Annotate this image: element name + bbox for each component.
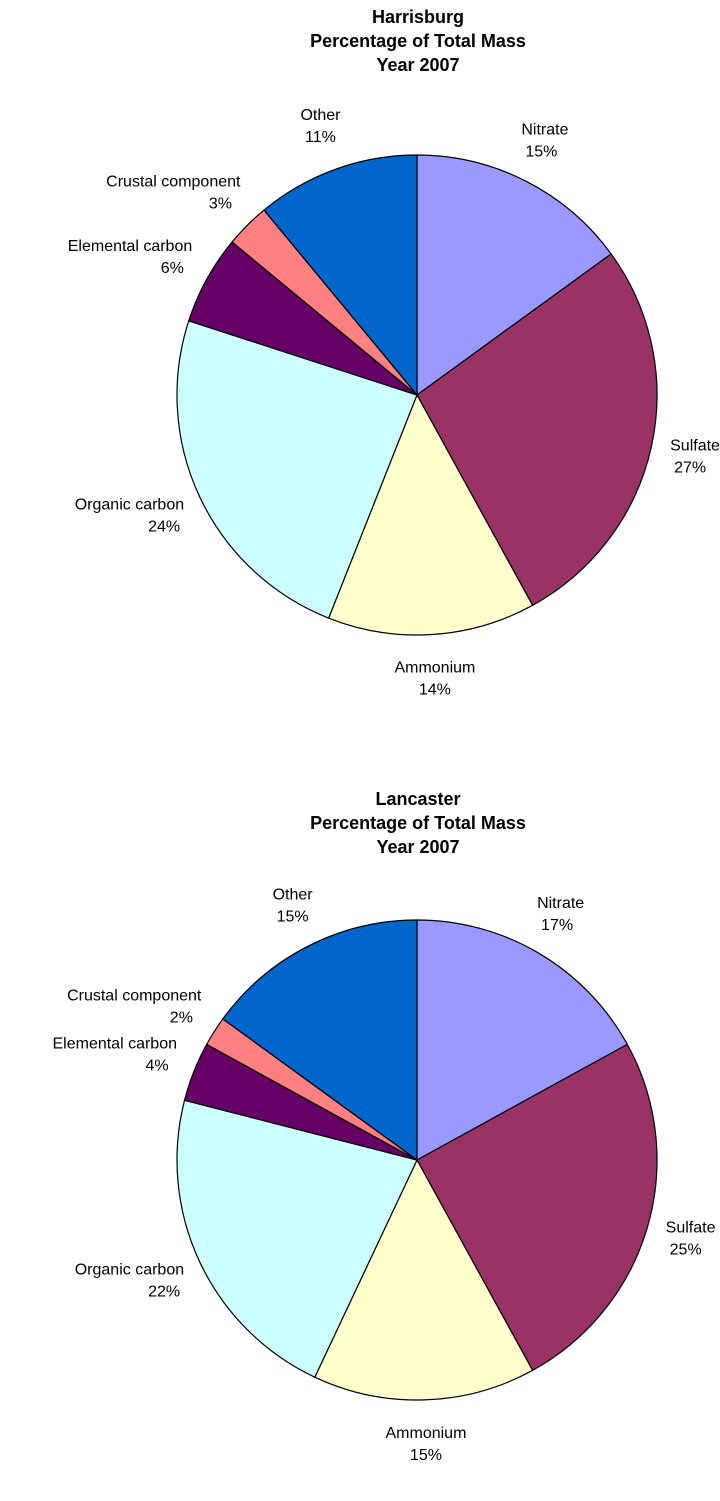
pie-slice: [327, 393, 534, 636]
slice-label: Organic carbon: [75, 497, 184, 514]
slice-label: Nitrate: [521, 121, 568, 138]
slice-label: Other: [273, 886, 314, 903]
pie-slice: [176, 1099, 418, 1378]
chart-title: Year 2007: [376, 55, 459, 75]
slice-value-label: 17%: [541, 917, 573, 934]
slice-value-label: 6%: [161, 260, 184, 277]
slice-label: Sulfate: [666, 1220, 716, 1237]
slice-value-label: 15%: [410, 1447, 442, 1464]
slice-value-label: 15%: [277, 908, 309, 925]
pie-slice: [263, 154, 418, 397]
slice-label: Elemental carbon: [52, 1035, 177, 1052]
pie-slice: [416, 154, 613, 397]
slice-value-label: 14%: [419, 682, 451, 699]
slice-value-label: 24%: [148, 519, 180, 536]
slice-value-label: 25%: [670, 1242, 702, 1259]
slice-label: Sulfate: [670, 437, 720, 454]
slice-value-label: 2%: [170, 1010, 193, 1027]
chart-title: Harrisburg: [372, 7, 464, 27]
slice-label: Crustal component: [67, 988, 202, 1005]
slice-value-label: 3%: [209, 196, 232, 213]
slice-value-label: 22%: [148, 1284, 180, 1301]
chart-title: Year 2007: [376, 837, 459, 857]
pie-slice: [176, 320, 418, 619]
slice-value-label: 4%: [145, 1057, 168, 1074]
slice-label: Crustal component: [106, 174, 241, 191]
slice-value-label: 27%: [674, 459, 706, 476]
chart-title: Percentage of Total Mass: [310, 31, 526, 51]
slice-value-label: 15%: [525, 143, 557, 160]
pie-slice: [314, 1158, 534, 1401]
chart-title: Percentage of Total Mass: [310, 813, 526, 833]
pie-slice: [221, 919, 418, 1162]
slice-label: Organic carbon: [75, 1262, 184, 1279]
slice-value-label: 11%: [305, 129, 336, 146]
slice-label: Other: [300, 107, 341, 124]
pie-slice: [416, 1043, 658, 1372]
slice-label: Ammonium: [385, 1425, 466, 1442]
pie-slice: [416, 919, 629, 1162]
chart-title: Lancaster: [375, 789, 460, 809]
slice-label: Elemental carbon: [68, 238, 193, 255]
slice-label: Ammonium: [394, 660, 475, 677]
pie-slice: [416, 253, 658, 607]
slice-label: Nitrate: [537, 895, 584, 912]
